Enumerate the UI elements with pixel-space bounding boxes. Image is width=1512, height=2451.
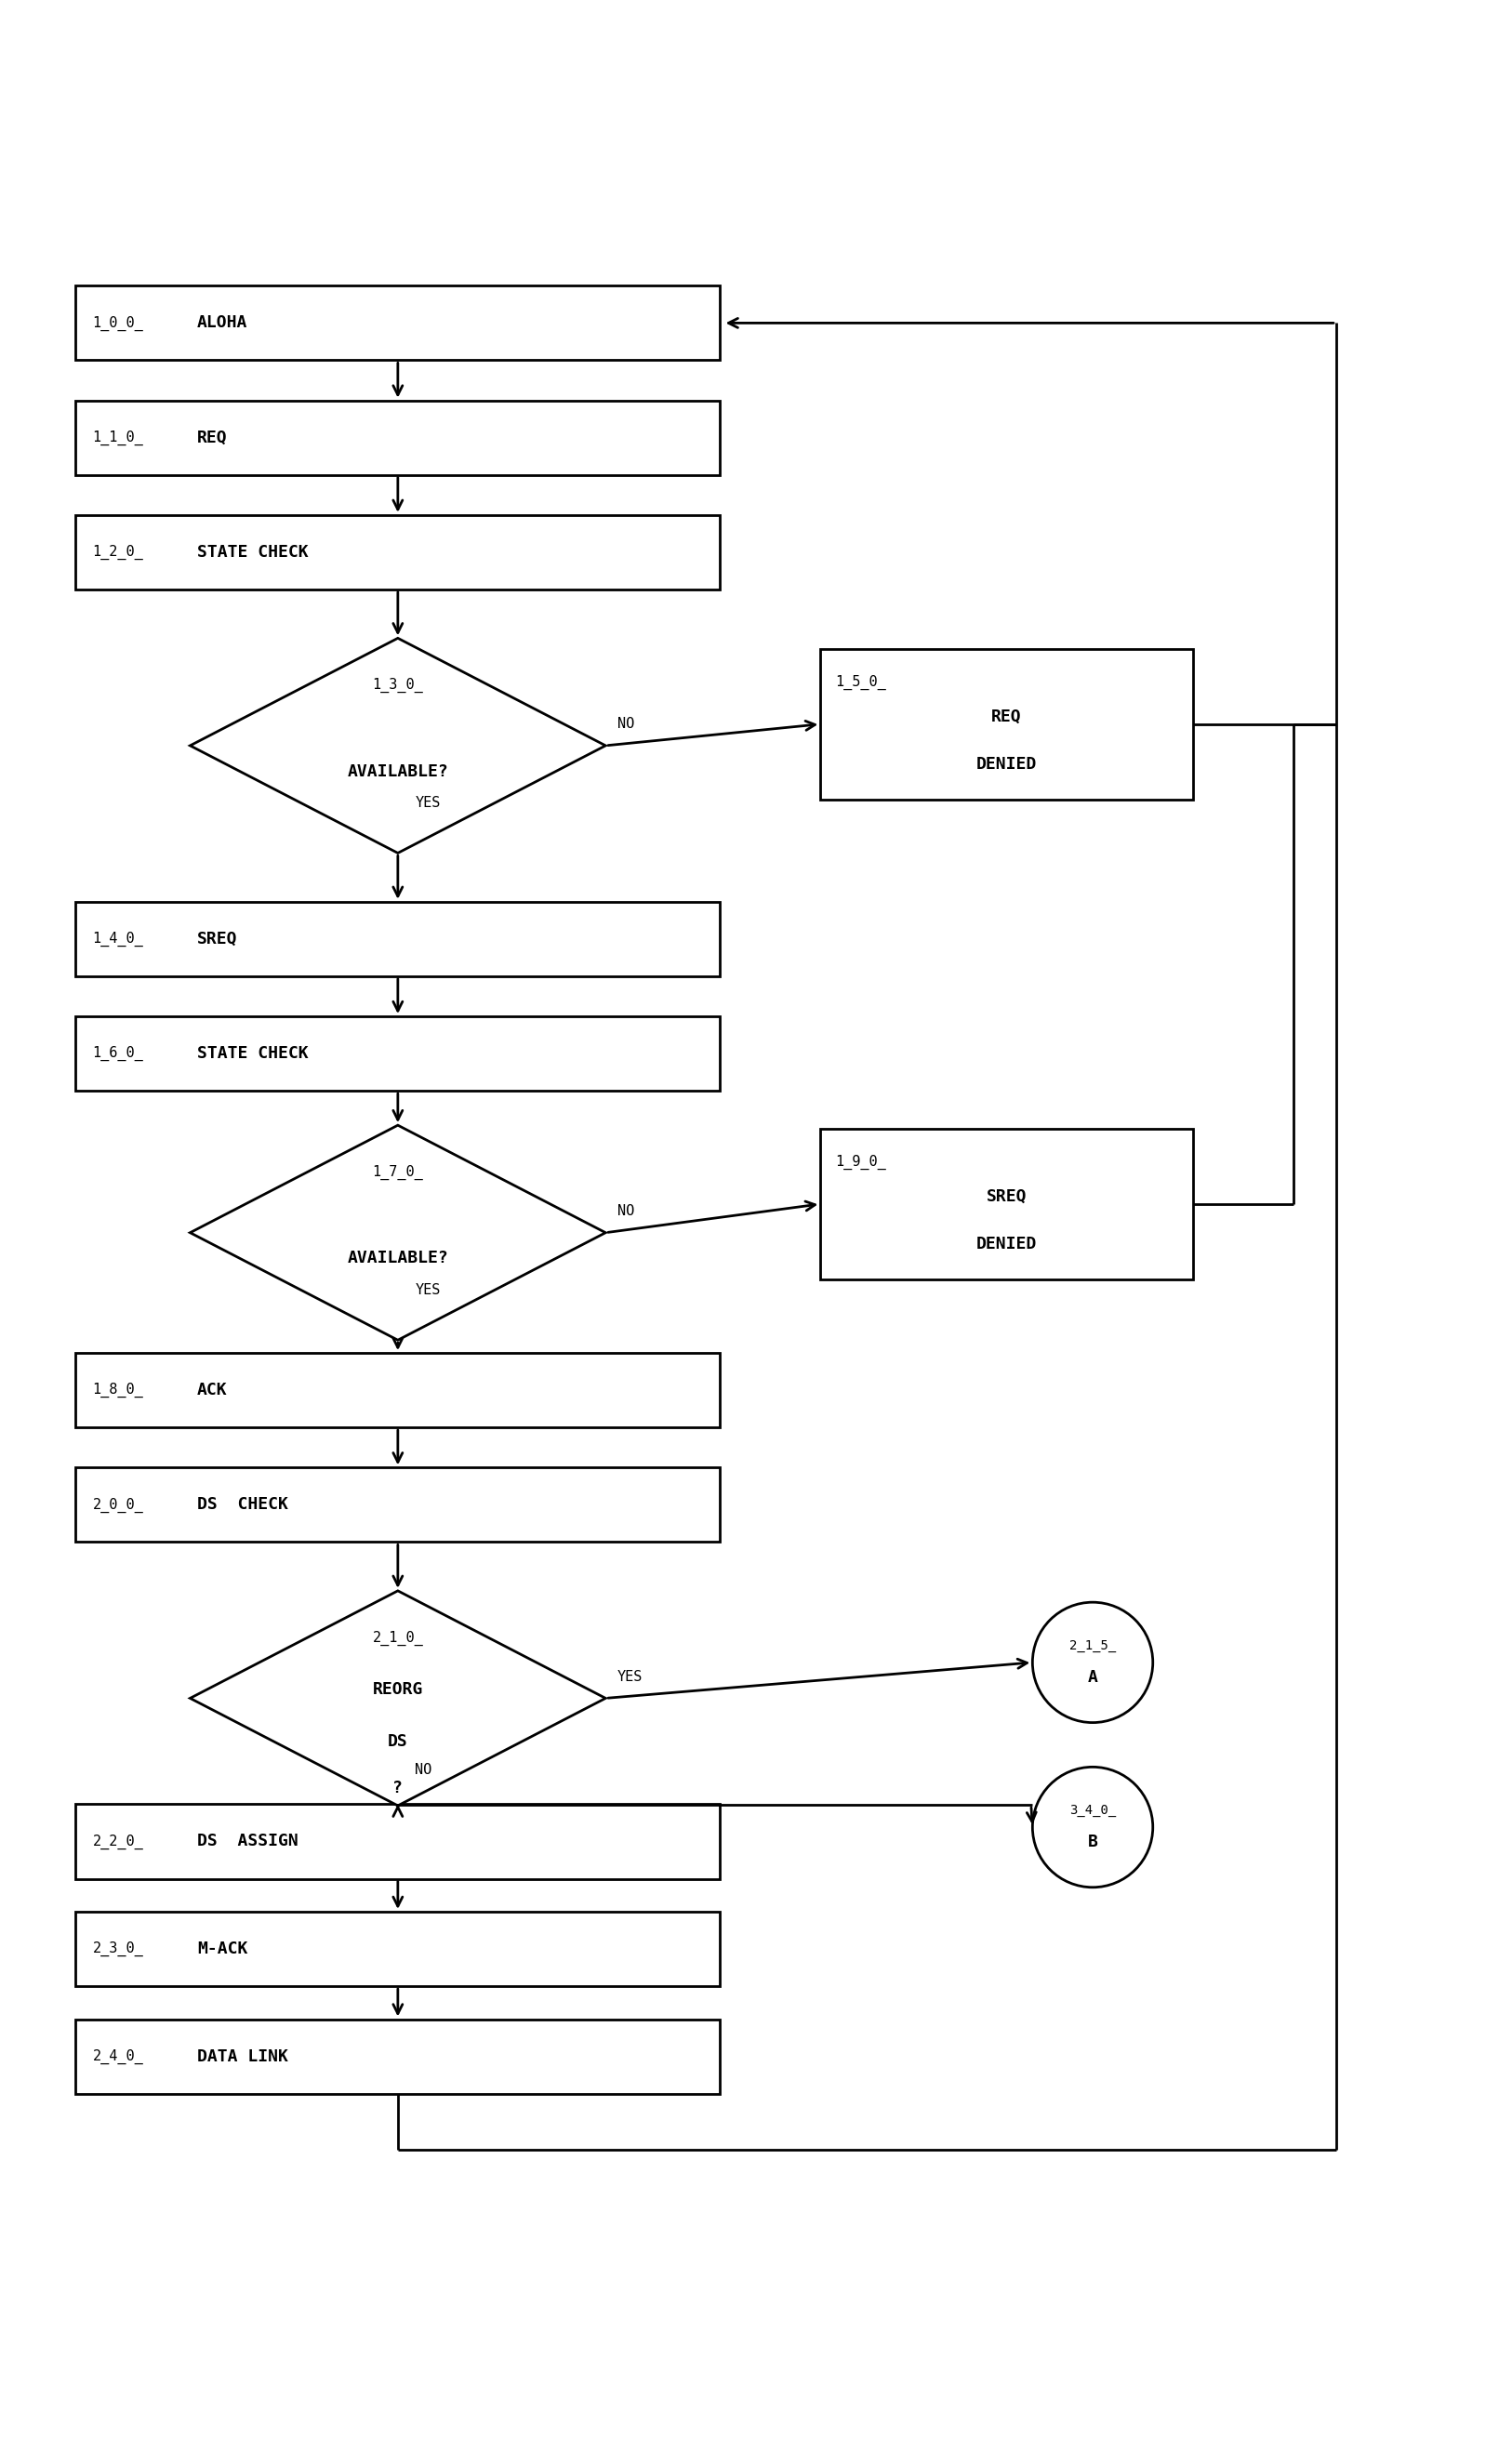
- Bar: [76, 1804, 720, 1880]
- Text: 2̲1̲5̲: 2̲1̲5̲: [1069, 1640, 1116, 1652]
- Bar: [821, 650, 1193, 799]
- Text: 1̲5̲0̲: 1̲5̲0̲: [835, 674, 886, 689]
- Text: NO: NO: [617, 718, 634, 730]
- Text: 1̲0̲0̲: 1̲0̲0̲: [92, 316, 144, 331]
- Text: 1̲6̲0̲: 1̲6̲0̲: [92, 1047, 144, 1061]
- Text: AVAILABLE?: AVAILABLE?: [348, 1250, 449, 1267]
- Text: 2̲2̲0̲: 2̲2̲0̲: [92, 1833, 144, 1848]
- Text: 2̲3̲0̲: 2̲3̲0̲: [92, 1941, 144, 1956]
- Bar: [76, 400, 720, 475]
- Text: YES: YES: [617, 1669, 643, 1684]
- Bar: [76, 1353, 720, 1426]
- Text: DENIED: DENIED: [977, 755, 1037, 772]
- Text: DATA LINK: DATA LINK: [197, 2049, 289, 2064]
- Text: AVAILABLE?: AVAILABLE?: [348, 762, 449, 779]
- Text: M-ACK: M-ACK: [197, 1941, 248, 1958]
- Text: B: B: [1087, 1833, 1098, 1851]
- Text: 1̲3̲0̲: 1̲3̲0̲: [372, 679, 423, 694]
- Text: YES: YES: [414, 797, 440, 809]
- Bar: [821, 1130, 1193, 1279]
- Text: NO: NO: [617, 1203, 634, 1218]
- Text: 1̲8̲0̲: 1̲8̲0̲: [92, 1382, 144, 1397]
- Text: 2̲1̲0̲: 2̲1̲0̲: [372, 1630, 423, 1645]
- Text: 2̲0̲0̲: 2̲0̲0̲: [92, 1498, 144, 1512]
- Text: 3̲4̲0̲: 3̲4̲0̲: [1069, 1804, 1116, 1816]
- Text: 1̲4̲0̲: 1̲4̲0̲: [92, 931, 144, 946]
- Text: STATE CHECK: STATE CHECK: [197, 1044, 308, 1061]
- Circle shape: [1033, 1767, 1152, 1887]
- Text: ALOHA: ALOHA: [197, 314, 248, 331]
- Bar: [76, 2020, 720, 2093]
- Text: 1̲2̲0̲: 1̲2̲0̲: [92, 544, 144, 559]
- Text: DS: DS: [387, 1733, 408, 1750]
- Text: SREQ: SREQ: [197, 931, 237, 949]
- Text: REORG: REORG: [372, 1681, 423, 1699]
- Text: 1̲1̲0̲: 1̲1̲0̲: [92, 429, 144, 446]
- Polygon shape: [191, 1125, 606, 1341]
- Text: DS  CHECK: DS CHECK: [197, 1498, 289, 1512]
- Bar: [76, 515, 720, 591]
- Text: ACK: ACK: [197, 1382, 228, 1400]
- Polygon shape: [191, 1591, 606, 1806]
- Text: A: A: [1087, 1669, 1098, 1686]
- Circle shape: [1033, 1603, 1152, 1723]
- Text: ?: ?: [393, 1779, 402, 1797]
- Text: 1̲7̲0̲: 1̲7̲0̲: [372, 1164, 423, 1179]
- Text: DS  ASSIGN: DS ASSIGN: [197, 1833, 298, 1851]
- Text: REQ: REQ: [992, 708, 1022, 725]
- Text: SREQ: SREQ: [986, 1189, 1027, 1206]
- Text: NO: NO: [414, 1762, 432, 1777]
- Text: STATE CHECK: STATE CHECK: [197, 544, 308, 561]
- Bar: [76, 1912, 720, 1985]
- Bar: [76, 902, 720, 975]
- Text: REQ: REQ: [197, 429, 228, 446]
- Bar: [76, 1017, 720, 1091]
- Text: YES: YES: [414, 1282, 440, 1297]
- Bar: [76, 1468, 720, 1542]
- Bar: [76, 287, 720, 360]
- Polygon shape: [191, 637, 606, 853]
- Text: 2̲4̲0̲: 2̲4̲0̲: [92, 2049, 144, 2064]
- Text: 1̲9̲0̲: 1̲9̲0̲: [835, 1154, 886, 1169]
- Text: DENIED: DENIED: [977, 1235, 1037, 1252]
